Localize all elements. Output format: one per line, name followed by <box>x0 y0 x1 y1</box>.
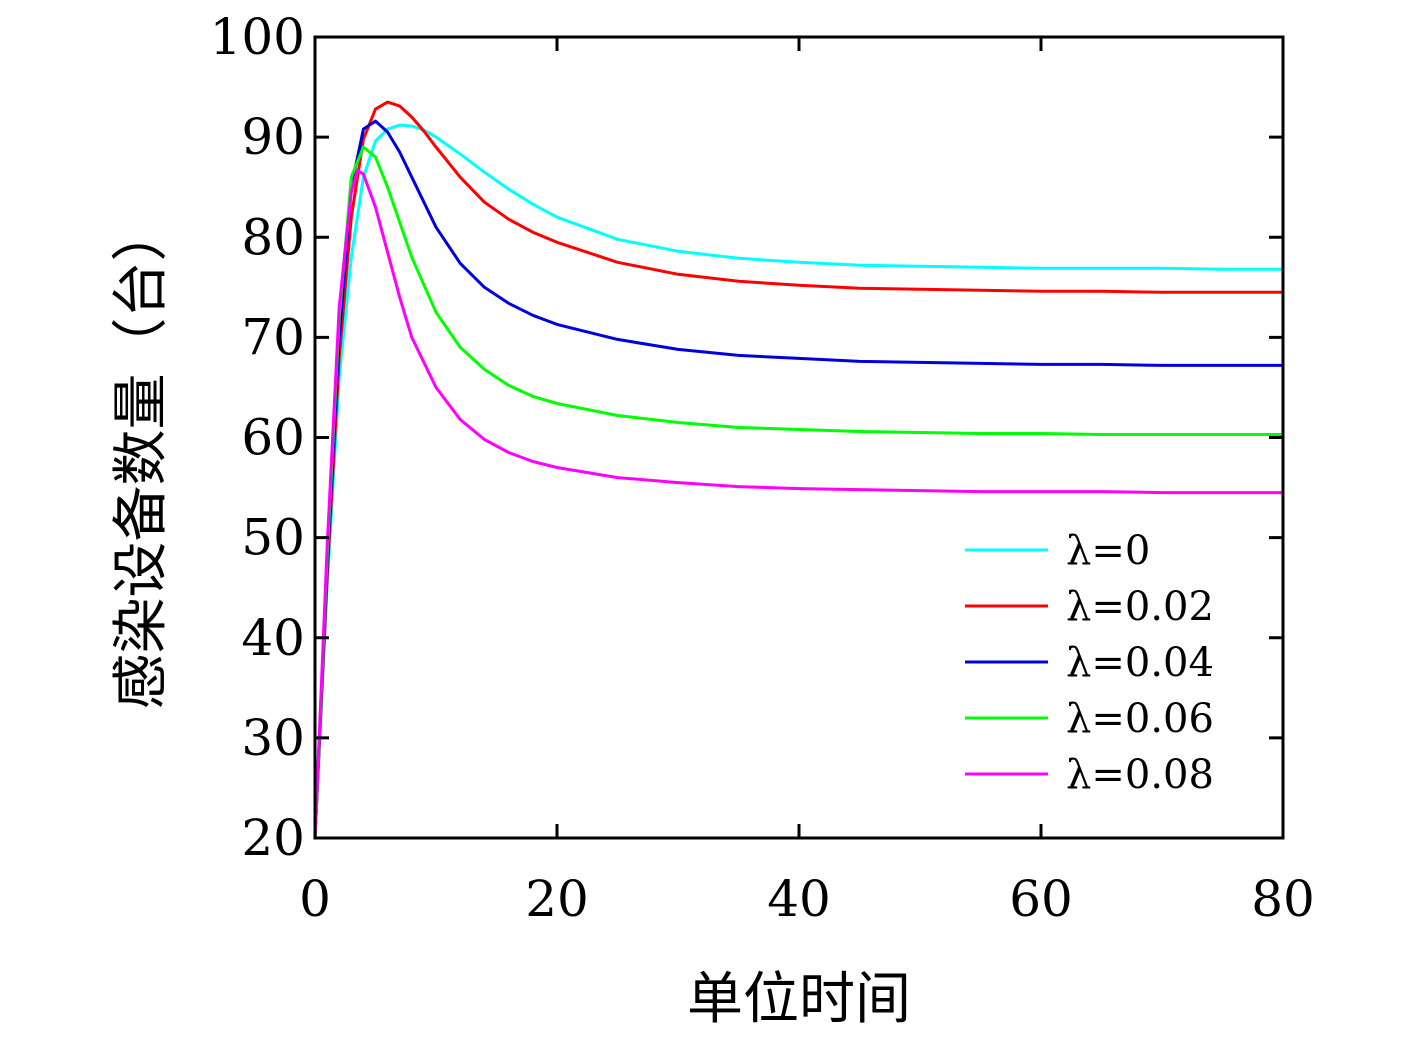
y-tick-label: 80 <box>241 208 305 266</box>
legend-label-3: λ=0.04 <box>1066 640 1214 686</box>
series-line-4 <box>313 145 1285 840</box>
x-tick-label: 20 <box>525 870 589 928</box>
series-line-5 <box>313 168 1285 840</box>
y-tick-label: 70 <box>241 308 305 366</box>
x-tick-label: 60 <box>1009 870 1073 928</box>
legend: λ=0 λ=0.02 λ=0.04 λ=0.06 λ=0.08 <box>965 528 1214 798</box>
x-tick-label: 0 <box>299 870 331 928</box>
y-tick-label: 60 <box>241 409 305 467</box>
series-line-3 <box>313 119 1285 840</box>
legend-label-1: λ=0 <box>1066 528 1150 574</box>
y-tick-label: 20 <box>241 809 305 867</box>
y-tick-label: 30 <box>241 709 305 767</box>
y-tick-label: 40 <box>241 609 305 667</box>
x-axis-label: 单位时间 <box>687 967 911 1032</box>
x-tick-label: 40 <box>767 870 831 928</box>
axis-ticks <box>315 37 1283 838</box>
series-line-1 <box>313 123 1285 840</box>
x-tick-label: 80 <box>1251 870 1315 928</box>
legend-label-2: λ=0.02 <box>1066 584 1214 630</box>
y-tick-label: 100 <box>210 8 305 66</box>
y-tick-label: 90 <box>241 108 305 166</box>
legend-label-5: λ=0.08 <box>1066 752 1214 798</box>
series-layer <box>313 100 1285 840</box>
y-axis-label: 感染设备数量（台） <box>109 206 174 710</box>
plot-frame <box>313 35 1285 840</box>
y-tick-label: 50 <box>241 509 305 567</box>
legend-label-4: λ=0.06 <box>1066 696 1214 742</box>
